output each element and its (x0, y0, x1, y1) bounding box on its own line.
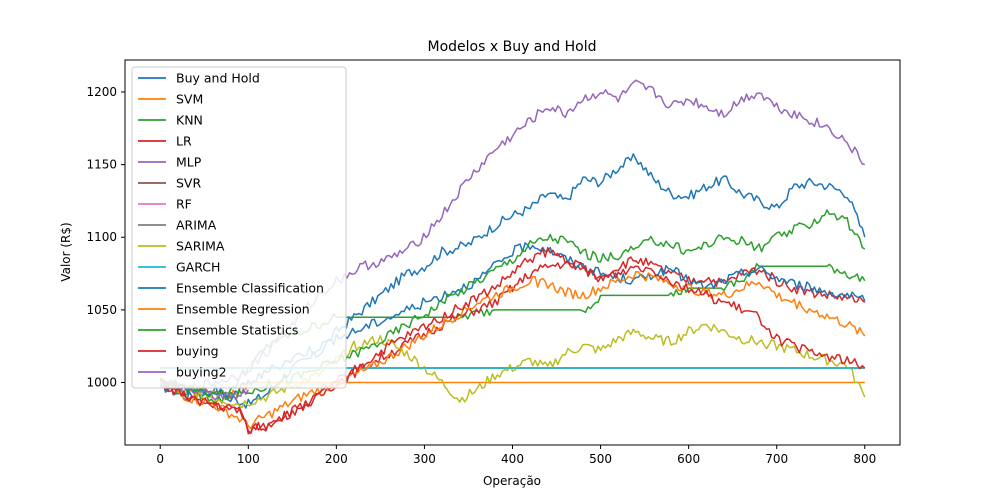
x-tick-label: 300 (413, 452, 436, 466)
x-tick-label: 200 (325, 452, 348, 466)
x-tick-label: 100 (237, 452, 260, 466)
legend-entry-label: Ensemble Statistics (176, 323, 298, 338)
chart-title: Modelos x Buy and Hold (428, 39, 597, 55)
legend-entry-label: GARCH (176, 260, 220, 275)
series-line-sarima (159, 323, 866, 409)
x-tick-label: 800 (853, 452, 876, 466)
legend-entry-label: MLP (176, 155, 202, 170)
legend-entry-label: RF (176, 197, 192, 212)
legend-entry-label: SVR (176, 176, 201, 191)
legend-entry-label: LR (176, 134, 192, 149)
x-tick-label: 400 (501, 452, 524, 466)
x-tick-label: 700 (765, 452, 788, 466)
legend-entry-label: KNN (176, 113, 203, 128)
legend-entry-label: SVM (176, 92, 203, 107)
legend-entry-label: buying2 (176, 365, 227, 380)
y-tick-label: 1100 (86, 230, 117, 244)
y-tick-label: 1200 (86, 85, 117, 99)
x-tick-label: 500 (589, 452, 612, 466)
legend-entry-label: ARIMA (176, 218, 217, 233)
legend-box (131, 66, 347, 389)
x-tick-label: 600 (677, 452, 700, 466)
legend-entry-label: Ensemble Classification (176, 281, 324, 296)
y-axis-ticks: 1000 1050 1100 1150 1200 (86, 85, 125, 390)
legend-entry-label: SARIMA (176, 239, 225, 254)
x-tick-label: 0 (156, 452, 164, 466)
legend-entry-label: Buy and Hold (176, 71, 260, 86)
legend-entry-label: Ensemble Regression (176, 302, 310, 317)
series-line-ensemble-regression (159, 270, 866, 430)
legend: Buy and Hold SVM KNN LR MLP SVR RF ARIMA SARIMA G… (131, 66, 347, 389)
x-axis-ticks: 0 100 200 300 400 500 600 700 800 (156, 445, 876, 466)
y-tick-label: 1000 (86, 376, 117, 390)
x-axis-label: Operação (483, 474, 541, 488)
series-line-buying (159, 246, 866, 435)
y-tick-label: 1150 (86, 158, 117, 172)
y-tick-label: 1050 (86, 303, 117, 317)
y-axis-label: Valor (R$) (59, 222, 73, 281)
series-line-lr (159, 256, 866, 435)
legend-entry-label: buying (176, 344, 219, 359)
